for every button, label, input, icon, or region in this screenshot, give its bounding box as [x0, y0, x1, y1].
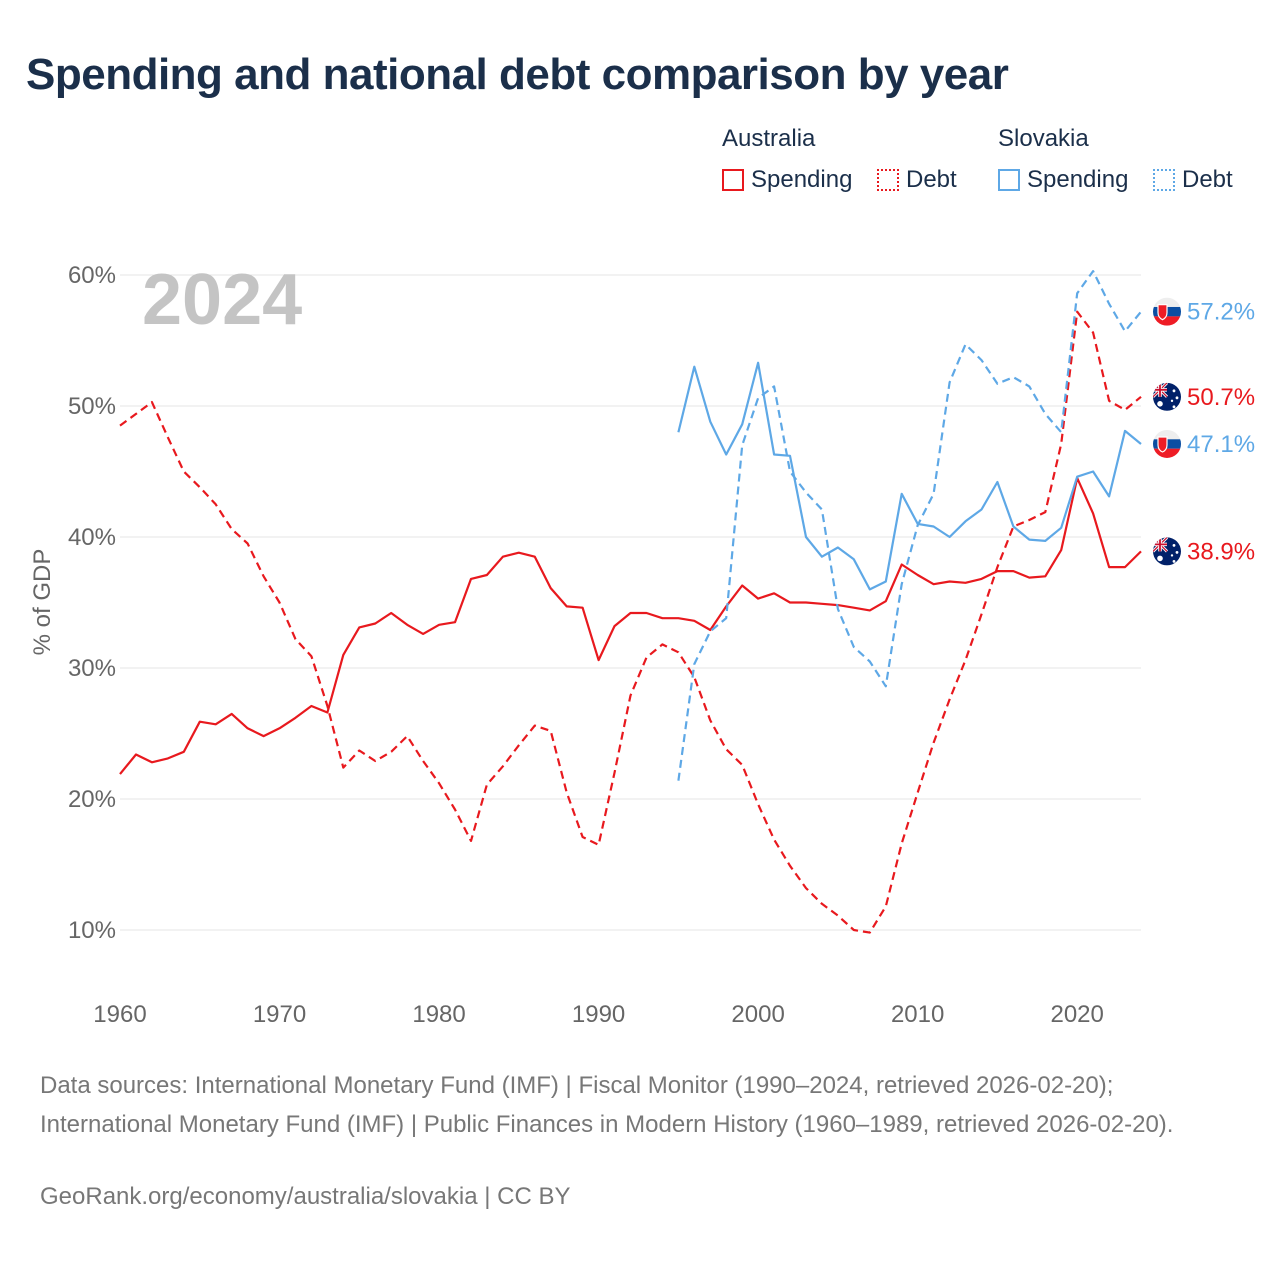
- series-line-slovakia-spending: [677, 361, 1142, 591]
- series-line-australia-debt: [119, 310, 1142, 934]
- y-tick-label: 20%: [68, 786, 116, 813]
- y-tick-label: 60%: [68, 262, 116, 289]
- legend-country-slovakia: Slovakia: [998, 125, 1089, 152]
- legend-label: Debt: [1182, 166, 1233, 193]
- x-tick-label: 1960: [93, 1001, 146, 1028]
- australia-flag-icon: [1153, 537, 1181, 566]
- x-tick-label: 1970: [253, 1001, 306, 1028]
- slovakia-flag-icon: [1153, 297, 1181, 326]
- legend-label: Debt: [906, 166, 957, 193]
- legend-swatch-solid-icon: [998, 169, 1020, 191]
- slovakia-flag-icon: [1153, 429, 1181, 458]
- end-label-slovakia-spending: 47.1%: [1187, 431, 1255, 458]
- legend-item-australia-debt[interactable]: Debt: [877, 166, 957, 194]
- legend-item-slovakia-spending[interactable]: Spending: [998, 166, 1128, 194]
- year-watermark: 2024: [142, 260, 302, 340]
- legend-swatch-dotted-icon: [877, 169, 899, 191]
- legend-swatch-dotted-icon: [1153, 169, 1175, 191]
- series-line-australia-spending: [119, 477, 1142, 775]
- y-tick-label: 40%: [68, 524, 116, 551]
- line-chart: 10% 20% 30% 40% 50% 60% 1960 1970 1980 1990 2000 20…: [29, 260, 1255, 1028]
- x-tick-label: 2010: [891, 1001, 944, 1028]
- legend-item-slovakia-debt[interactable]: Debt: [1153, 166, 1233, 194]
- end-label-australia-debt: 50.7%: [1187, 384, 1255, 411]
- x-tick-label: 2020: [1050, 1001, 1103, 1028]
- credit-link[interactable]: GeoRank.org/economy/australia/slovakia |…: [40, 1183, 571, 1210]
- y-axis-label: % of GDP: [29, 549, 56, 656]
- australia-flag-icon: [1153, 382, 1181, 411]
- x-tick-label: 1990: [572, 1001, 625, 1028]
- x-tick-label: 2000: [731, 1001, 784, 1028]
- data-sources-note: Data sources: International Monetary Fun…: [40, 1072, 1174, 1138]
- y-tick-label: 30%: [68, 655, 116, 682]
- x-tick-label: 1980: [412, 1001, 465, 1028]
- legend-swatch-solid-icon: [722, 169, 744, 191]
- end-label-australia-spending: 38.9%: [1187, 538, 1255, 565]
- legend-country-australia: Australia: [722, 125, 816, 152]
- legend-label: Spending: [1027, 166, 1129, 193]
- y-tick-label: 50%: [68, 393, 116, 420]
- y-tick-label: 10%: [68, 917, 116, 944]
- legend-label: Spending: [751, 166, 853, 193]
- series-line-slovakia-debt: [677, 270, 1142, 781]
- page-title: Spending and national debt comparison by…: [26, 50, 1009, 99]
- end-label-slovakia-debt: 57.2%: [1187, 299, 1255, 326]
- legend-item-australia-spending[interactable]: Spending: [722, 166, 852, 194]
